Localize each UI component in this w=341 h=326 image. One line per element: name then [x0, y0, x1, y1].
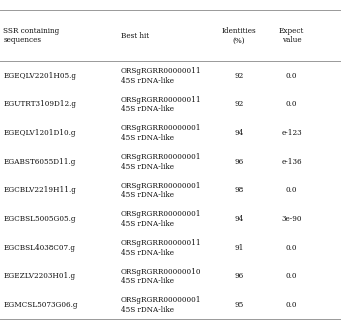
Text: 98: 98 — [234, 186, 243, 194]
Text: ORSgRGRR00000001
45S rDNA-like: ORSgRGRR00000001 45S rDNA-like — [121, 182, 202, 199]
Text: ORSgRGRR00000001
45S rDNA-like: ORSgRGRR00000001 45S rDNA-like — [121, 210, 202, 228]
Text: EGCBSL4038C07.g: EGCBSL4038C07.g — [3, 244, 75, 252]
Text: ORSgRGRR00000011
45S rDNA-like: ORSgRGRR00000011 45S rDNA-like — [121, 96, 202, 113]
Text: 0.0: 0.0 — [286, 72, 297, 80]
Text: EGUTRT3109D12.g: EGUTRT3109D12.g — [3, 100, 76, 109]
Text: ORSgRGRR00000010
45S rDNA-like: ORSgRGRR00000010 45S rDNA-like — [121, 268, 202, 285]
Text: e-136: e-136 — [281, 158, 302, 166]
Text: EGCBSL5005G05.g: EGCBSL5005G05.g — [3, 215, 76, 223]
Text: 95: 95 — [234, 301, 243, 309]
Text: 94: 94 — [234, 129, 243, 137]
Text: 3e-90: 3e-90 — [281, 215, 302, 223]
Text: ORSgRGRR00000001
45S rDNA-like: ORSgRGRR00000001 45S rDNA-like — [121, 124, 202, 142]
Text: 94: 94 — [234, 215, 243, 223]
Text: 0.0: 0.0 — [286, 301, 297, 309]
Text: e-123: e-123 — [281, 129, 302, 137]
Text: EGEQLV1201D10.g: EGEQLV1201D10.g — [3, 129, 76, 137]
Text: EGEZLV2203H01.g: EGEZLV2203H01.g — [3, 273, 76, 280]
Text: Expect
value: Expect value — [279, 27, 304, 44]
Text: 96: 96 — [234, 273, 243, 280]
Text: ORSgRGRR00000011
45S rDNA-like: ORSgRGRR00000011 45S rDNA-like — [121, 239, 202, 257]
Text: SSR containing
sequences: SSR containing sequences — [3, 27, 60, 44]
Text: ORSgRGRR00000001
45S rDNA-like: ORSgRGRR00000001 45S rDNA-like — [121, 153, 202, 171]
Text: EGCBLV2219H11.g: EGCBLV2219H11.g — [3, 186, 76, 194]
Text: 0.0: 0.0 — [286, 244, 297, 252]
Text: ORSgRGRR00000011
45S rDNA-like: ORSgRGRR00000011 45S rDNA-like — [121, 67, 202, 85]
Text: 96: 96 — [234, 158, 243, 166]
Text: Identities
(%): Identities (%) — [221, 27, 256, 44]
Text: 0.0: 0.0 — [286, 273, 297, 280]
Text: EGEQLV2201H05.g: EGEQLV2201H05.g — [3, 72, 76, 80]
Text: ORSgRGRR00000001
45S rDNA-like: ORSgRGRR00000001 45S rDNA-like — [121, 296, 202, 314]
Text: 0.0: 0.0 — [286, 100, 297, 109]
Text: 0.0: 0.0 — [286, 186, 297, 194]
Text: EGABST6055D11.g: EGABST6055D11.g — [3, 158, 76, 166]
Text: Best hit: Best hit — [121, 32, 149, 39]
Text: EGMCSL5073G06.g: EGMCSL5073G06.g — [3, 301, 78, 309]
Text: 91: 91 — [234, 244, 243, 252]
Text: 92: 92 — [234, 100, 243, 109]
Text: 92: 92 — [234, 72, 243, 80]
